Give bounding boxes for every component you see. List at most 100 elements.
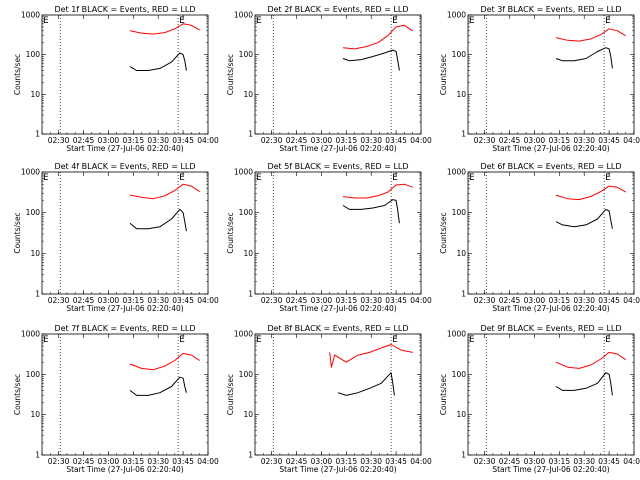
x-axis-label: Start Time (27-Jul-06 02:20:40)	[279, 465, 396, 474]
x-tick-label: 03:45	[385, 296, 407, 305]
x-tick-label: 03:00	[98, 296, 120, 305]
x-tick-label: 03:45	[598, 136, 620, 145]
x-axis-label: Start Time (27-Jul-06 02:20:40)	[492, 144, 609, 153]
y-tick-label: 100	[452, 370, 467, 379]
x-tick-label: 02:30	[474, 296, 496, 305]
chart-panel-9: Det 9f BLACK = Events, RED = LLD 1 10 100 10…	[439, 324, 640, 474]
e-marker: E	[256, 173, 262, 183]
chart-panel-4: Det 4f BLACK = Events, RED = LLD 1 10 100 10…	[13, 162, 219, 313]
x-tick-label: 02:45	[286, 296, 308, 305]
lld-series-line	[329, 344, 413, 368]
y-tick-label: 100	[26, 50, 41, 59]
x-tick-label: 02:45	[286, 136, 308, 145]
chart-panel-6: Det 6f BLACK = Events, RED = LLD 1 10 100 10…	[439, 162, 640, 313]
chart-title: Det 1f BLACK = Events, RED = LLD	[54, 5, 195, 14]
plot-frame	[41, 171, 209, 295]
y-tick-label: 1	[35, 130, 40, 139]
x-tick-label: 03:45	[385, 457, 407, 466]
y-tick-label: 10	[243, 90, 253, 99]
x-tick-label: 03:45	[172, 136, 194, 145]
y-tick-label: 100	[452, 50, 467, 59]
y-axis-label: Counts/sec	[226, 212, 235, 253]
y-tick-label: 10	[456, 410, 466, 419]
plot-frame	[254, 333, 422, 456]
x-tick-label: 02:30	[261, 136, 283, 145]
x-tick-label: 03:30	[360, 296, 382, 305]
e-marker: E	[605, 173, 611, 183]
y-axis-label: Counts/sec	[13, 212, 22, 253]
x-tick-label: 03:00	[98, 136, 120, 145]
x-tick-label: 03:15	[122, 136, 144, 145]
chart-panel-8: Det 8f BLACK = Events, RED = LLD 1 10 100 10…	[226, 324, 432, 474]
x-tick-label: 03:00	[524, 457, 546, 466]
x-tick-label: 03:30	[573, 457, 595, 466]
x-tick-label: 02:45	[73, 296, 95, 305]
y-tick-label: 100	[452, 208, 467, 217]
x-tick-label: 04:00	[410, 136, 432, 145]
e-marker: E	[179, 16, 185, 26]
plot-frame	[41, 333, 209, 456]
x-axis-label: Start Time (27-Jul-06 02:20:40)	[492, 465, 609, 474]
x-axis-label: Start Time (27-Jul-06 02:20:40)	[492, 304, 609, 313]
plot-frame	[467, 171, 635, 295]
lld-series-line	[555, 185, 626, 201]
e-marker: E	[179, 173, 185, 183]
lld-series-line	[129, 352, 200, 371]
y-tick-label: 1	[461, 290, 466, 299]
chart-title: Det 6f BLACK = Events, RED = LLD	[480, 162, 621, 171]
plot-frame	[467, 14, 635, 135]
events-series-line	[555, 47, 613, 69]
y-tick-label: 1000	[447, 168, 466, 177]
x-tick-label: 04:00	[410, 457, 432, 466]
e-marker: E	[256, 16, 262, 26]
x-tick-label: 02:45	[73, 136, 95, 145]
x-tick-label: 03:30	[573, 136, 595, 145]
chart-panel-5: Det 5f BLACK = Events, RED = LLD 1 10 100 10…	[226, 162, 432, 313]
y-tick-label: 10	[243, 249, 253, 258]
events-series-line	[129, 52, 187, 71]
x-tick-label: 03:00	[98, 457, 120, 466]
y-axis-label: Counts/sec	[13, 374, 22, 415]
y-tick-label: 10	[30, 410, 40, 419]
x-axis-label: Start Time (27-Jul-06 02:20:40)	[279, 144, 396, 153]
lld-series-line	[555, 351, 626, 369]
x-tick-label: 03:00	[311, 296, 333, 305]
x-tick-label: 02:30	[474, 457, 496, 466]
lld-series-line	[342, 24, 413, 50]
events-series-line	[129, 376, 187, 396]
e-marker: E	[179, 335, 185, 345]
x-tick-label: 03:30	[147, 457, 169, 466]
x-tick-label: 02:30	[48, 457, 70, 466]
y-tick-label: 100	[239, 208, 254, 217]
x-tick-label: 02:45	[286, 457, 308, 466]
y-tick-label: 100	[26, 370, 41, 379]
x-tick-label: 02:30	[48, 296, 70, 305]
y-axis-label: Counts/sec	[226, 54, 235, 95]
lld-series-line	[129, 183, 200, 200]
e-marker: E	[469, 335, 475, 345]
x-tick-label: 03:15	[122, 296, 144, 305]
y-tick-label: 1	[461, 130, 466, 139]
e-marker: E	[392, 16, 398, 26]
chart-title: Det 7f BLACK = Events, RED = LLD	[54, 324, 195, 333]
x-tick-label: 02:30	[474, 136, 496, 145]
plot-frame	[254, 14, 422, 135]
e-marker: E	[43, 335, 49, 345]
x-tick-label: 03:45	[385, 136, 407, 145]
events-series-line	[337, 372, 395, 396]
chart-title: Det 2f BLACK = Events, RED = LLD	[267, 5, 408, 14]
plot-frame	[41, 14, 209, 135]
x-tick-label: 03:00	[524, 296, 546, 305]
x-axis-label: Start Time (27-Jul-06 02:20:40)	[279, 304, 396, 313]
x-tick-label: 04:00	[623, 136, 640, 145]
y-tick-label: 100	[239, 370, 254, 379]
e-marker: E	[256, 335, 262, 345]
x-tick-label: 03:00	[311, 136, 333, 145]
x-tick-label: 02:30	[261, 457, 283, 466]
y-tick-label: 1000	[234, 168, 253, 177]
y-tick-label: 1000	[21, 168, 40, 177]
x-tick-label: 03:15	[335, 457, 357, 466]
x-tick-label: 04:00	[197, 136, 219, 145]
chart-panel-1: Det 1f BLACK = Events, RED = LLD 1 10 100 10…	[13, 5, 219, 153]
